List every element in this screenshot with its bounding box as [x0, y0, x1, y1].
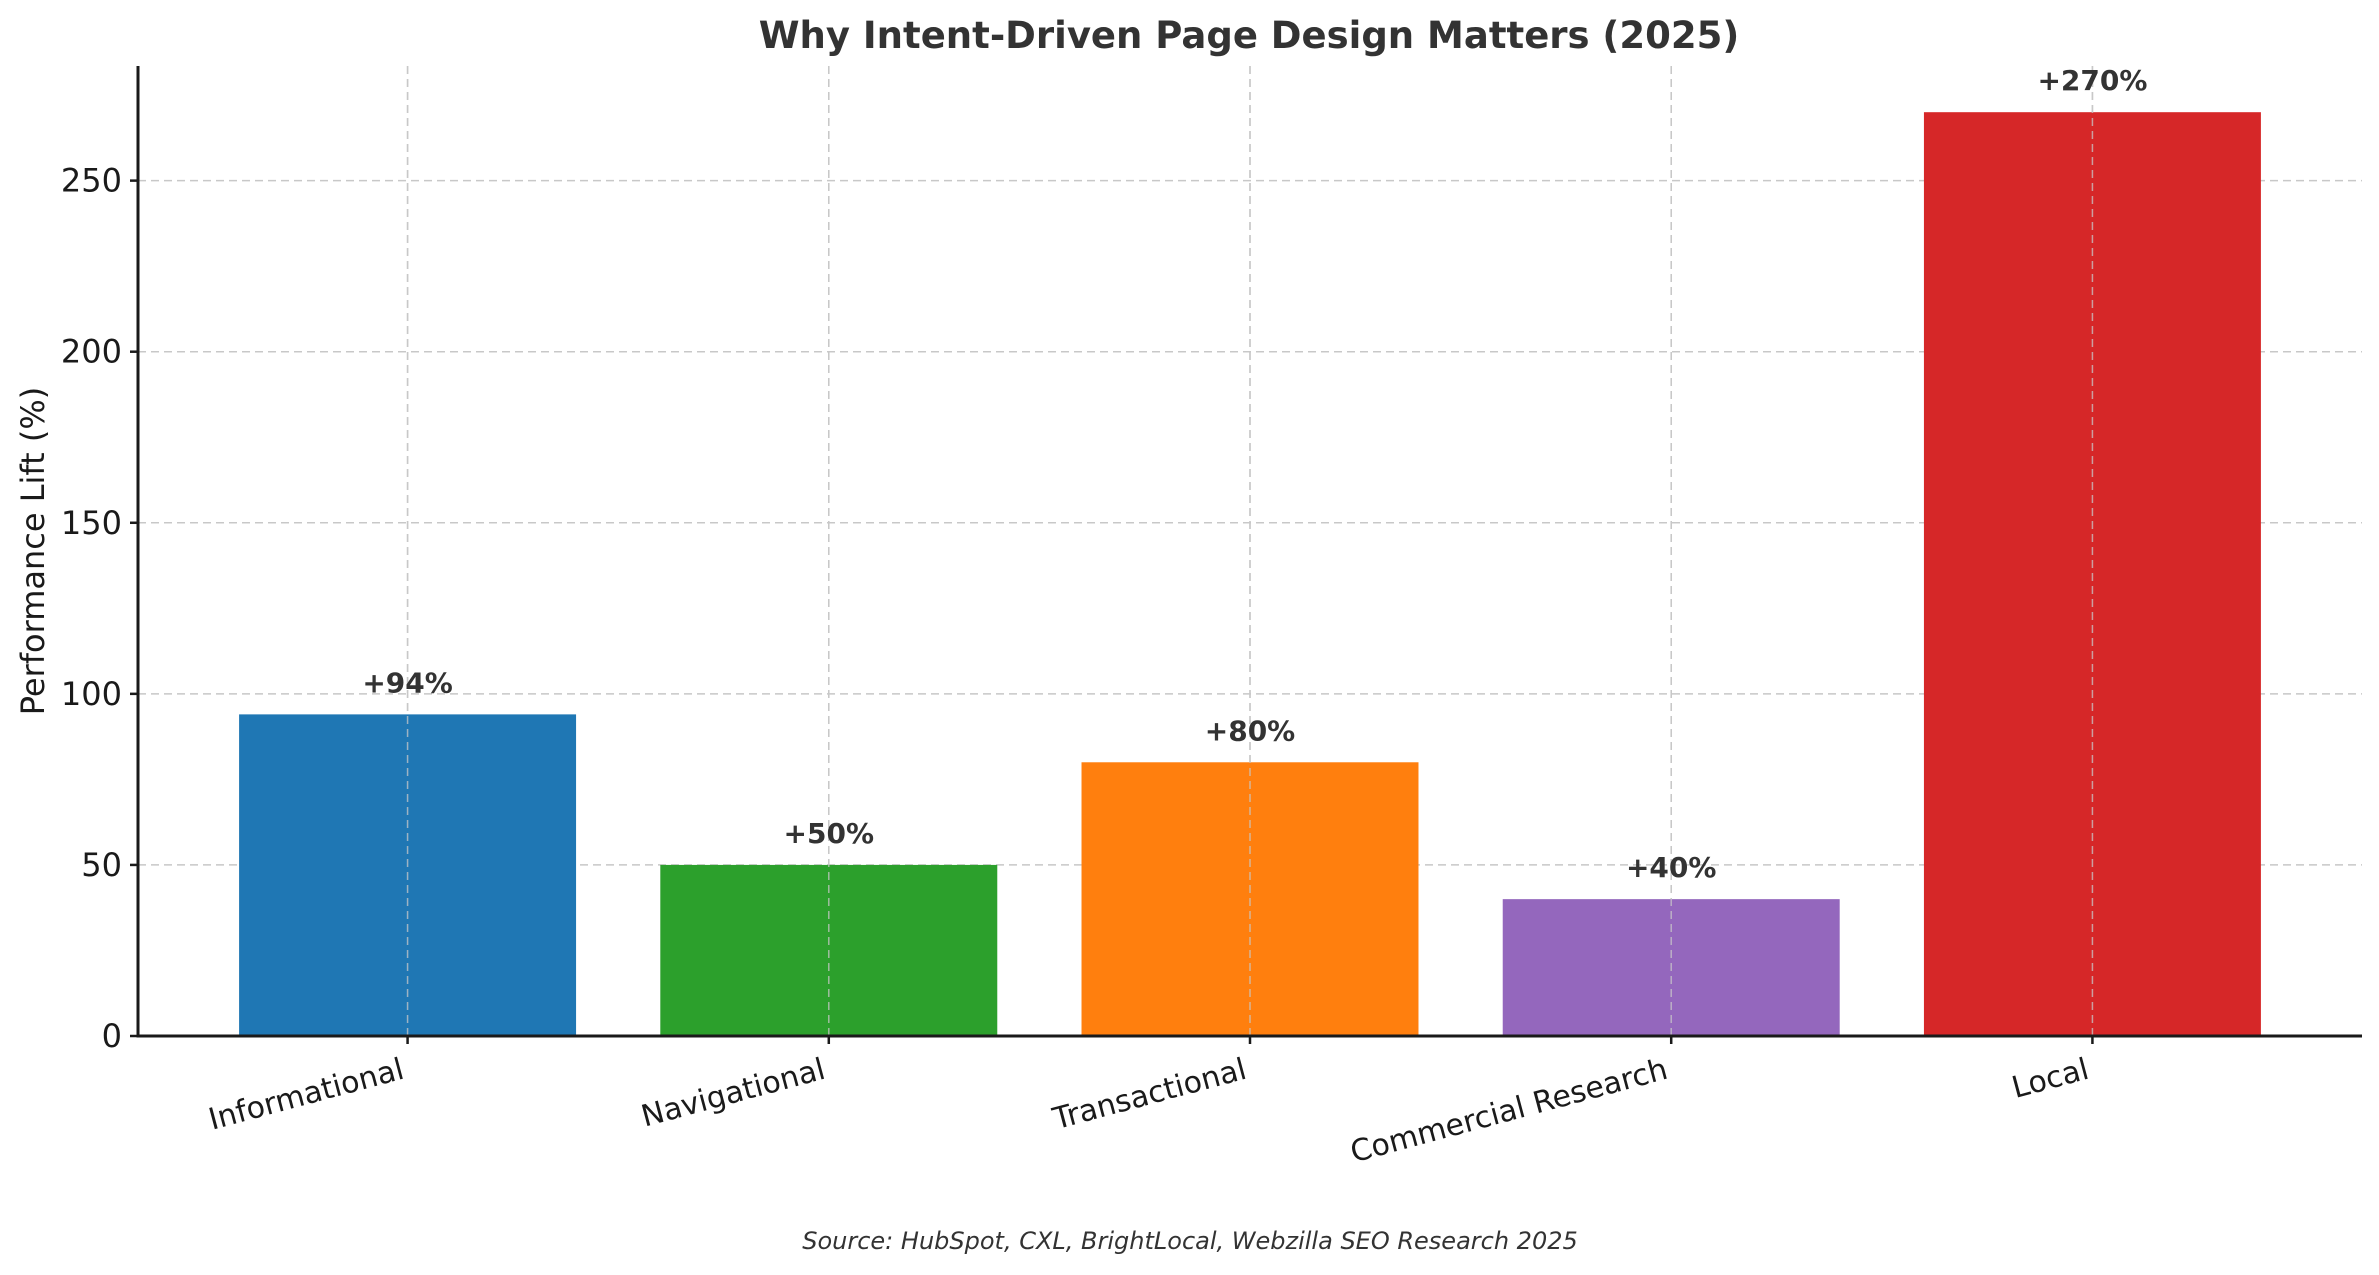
y-tick-label: 100: [61, 675, 122, 713]
y-tick-label: 150: [61, 504, 122, 542]
x-tick-label: Informational: [205, 1052, 408, 1138]
y-axis-label: Performance Lift (%): [14, 387, 52, 715]
x-axis-ticks: Informational Navigational Transactional Co…: [205, 1036, 2094, 1170]
bar-value-labels: +94% +50% +80% +40% +270%: [362, 64, 2147, 884]
chart-title: Why Intent-Driven Page Design Matters (2…: [759, 14, 1739, 57]
bar-value-label: +94%: [362, 666, 452, 699]
bar-value-label: +80%: [1205, 714, 1295, 747]
x-tick-label: Local: [2008, 1052, 2092, 1106]
x-tick-label: Navigational: [638, 1052, 829, 1135]
x-tick-label: Transactional: [1048, 1052, 1250, 1137]
bar-value-label: +50%: [784, 817, 874, 850]
y-axis-ticks: 0 50 100 150 200 250: [61, 162, 138, 1055]
y-tick-label: 200: [61, 333, 122, 371]
source-note: Source: HubSpot, CXL, BrightLocal, Webzi…: [802, 1227, 1578, 1255]
y-tick-label: 50: [81, 846, 122, 884]
x-tick-label: Commercial Research: [1347, 1052, 1672, 1170]
y-tick-label: 250: [61, 162, 122, 200]
bar-value-label: +270%: [2037, 64, 2147, 97]
bar-value-label: +40%: [1626, 851, 1716, 884]
bars: [239, 66, 2261, 1036]
y-tick-label: 0: [102, 1017, 122, 1055]
